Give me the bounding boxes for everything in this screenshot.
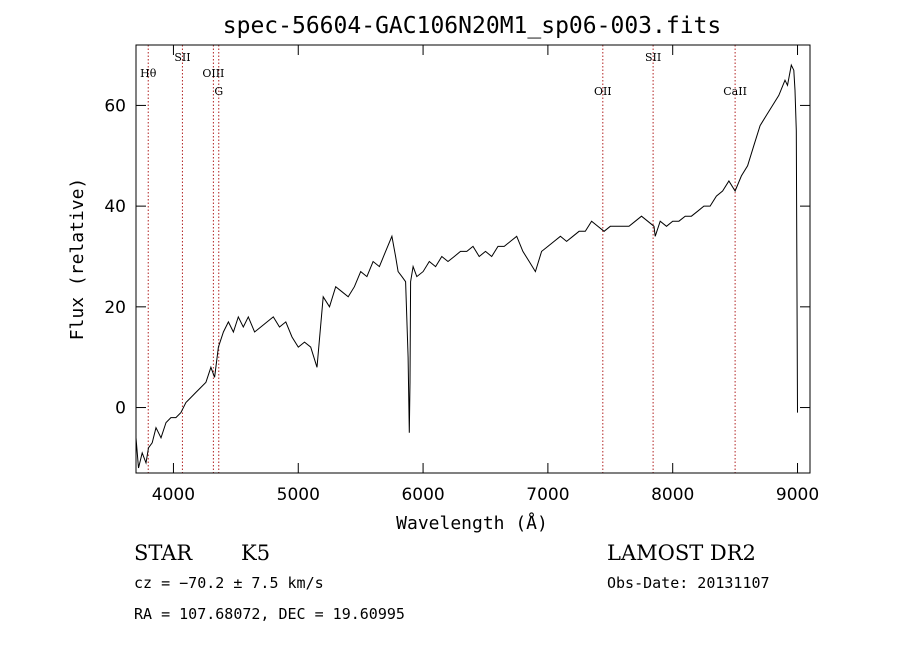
y-tick-label: 60 [104,96,126,116]
spectral-line-label: Hθ [140,67,157,80]
object-class: STAR [134,541,193,565]
spectral-line-label: G [214,85,223,98]
y-axis-label: Flux (relative) [67,178,88,341]
x-axis-ticks: 4000 5000 6000 7000 8000 9000 [152,45,819,505]
y-tick-label: 40 [104,197,126,217]
object-subclass: K5 [241,541,270,565]
spectral-line-label: CaII [723,85,747,98]
x-tick-label: 8000 [651,485,694,505]
spectral-line-label: SII [645,51,661,64]
x-tick-label: 6000 [401,485,444,505]
coordinates: RA = 107.68072, DEC = 19.60995 [134,605,405,623]
observation-date: Obs-Date: 20131107 [607,574,770,592]
spectral-line-label: OII [594,85,612,98]
plot-frame [135,44,811,474]
x-tick-label: 7000 [526,485,569,505]
x-axis-label: Wavelength (Å) [396,512,548,534]
survey-name: LAMOST DR2 [607,541,756,565]
spectral-line-label: OIII [202,67,224,80]
redshift-cz: cz = −70.2 ± 7.5 km/s [134,574,324,592]
chart-title: spec-56604-GAC106N20M1_sp06-003.fits [223,13,722,39]
y-tick-label: 20 [104,298,126,318]
y-tick-label: 0 [115,399,126,419]
x-tick-label: 4000 [152,485,195,505]
spectral-line-label: SII [174,51,190,64]
flux-series-line [135,63,798,469]
x-tick-label: 5000 [277,485,320,505]
spectral-line-labels: Hθ SII OIII G OII SII CaII [140,51,747,98]
x-tick-label: 9000 [776,485,819,505]
y-axis-ticks: 0 20 40 60 [104,96,810,419]
spectral-line-markers [147,45,736,473]
